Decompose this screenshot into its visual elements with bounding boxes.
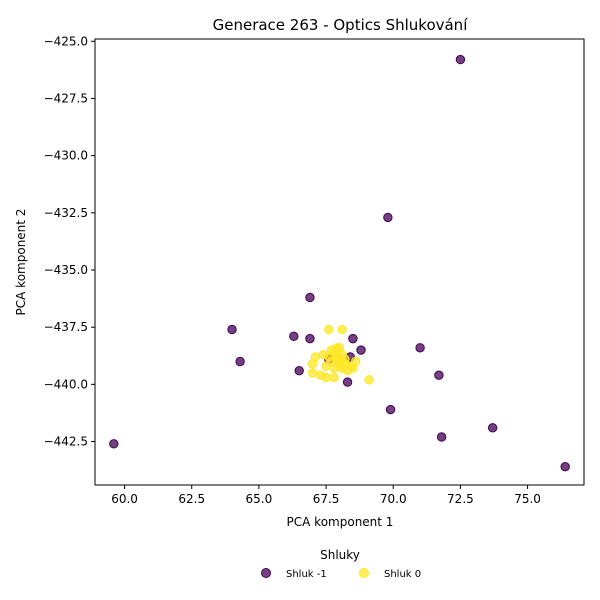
- scatter-point: [307, 359, 318, 369]
- legend-marker: [261, 568, 271, 578]
- scatter-point: [348, 333, 358, 344]
- scatter-point: [337, 324, 347, 335]
- scatter-point: [434, 370, 444, 380]
- scatter-point: [329, 372, 339, 383]
- legend-marker: [359, 568, 369, 578]
- scatter-point: [356, 345, 366, 355]
- x-axis-label: PCA komponent 1: [287, 515, 394, 529]
- scatter-point: [487, 423, 498, 433]
- x-tick-label: 62.5: [178, 492, 205, 506]
- y-tick-label: −442.5: [44, 435, 88, 449]
- y-tick-label: −425.0: [44, 34, 88, 48]
- scatter-point: [334, 361, 345, 371]
- scatter-point: [235, 356, 245, 367]
- scatter-point: [383, 212, 393, 223]
- scatter-point: [455, 54, 466, 65]
- points-layer: [109, 54, 570, 472]
- scatter-point: [324, 324, 334, 335]
- scatter-point: [227, 324, 237, 335]
- scatter-point: [436, 432, 447, 442]
- x-tick-label: 60.0: [111, 492, 138, 506]
- scatter-point: [305, 292, 315, 303]
- scatter-point: [294, 365, 304, 376]
- legend-title: Shluky: [320, 548, 360, 562]
- y-tick-label: −437.5: [44, 320, 88, 334]
- scatter-point: [342, 377, 353, 387]
- plot-frame: [94, 38, 585, 486]
- x-tick-label: 67.5: [313, 492, 340, 506]
- scatter-point: [321, 372, 331, 383]
- x-tick-label: 65.0: [246, 492, 273, 506]
- legend: Shluky Shluk -1 Shluk 0: [261, 548, 421, 580]
- y-axis-label: PCA komponent 2: [14, 209, 28, 316]
- scatter-point: [305, 333, 315, 344]
- scatter-point: [560, 462, 570, 472]
- y-tick-label: −440.0: [44, 377, 88, 391]
- scatter-point: [307, 368, 318, 378]
- y-axis: −425.0 −427.5 −430.0 −432.5 −435.0 −437.5 −440…: [44, 34, 95, 449]
- y-tick-label: −435.0: [44, 263, 88, 277]
- scatter-point: [364, 375, 374, 385]
- scatter-point: [109, 439, 119, 449]
- y-tick-label: −430.0: [44, 149, 88, 163]
- legend-label: Shluk 0: [384, 569, 421, 580]
- x-tick-label: 70.0: [380, 492, 407, 506]
- x-tick-label: 75.0: [514, 492, 541, 506]
- scatter-point: [415, 343, 425, 353]
- scatter-point: [385, 404, 396, 415]
- chart-title: Generace 263 - Optics Shlukování: [213, 16, 469, 34]
- y-tick-label: −427.5: [44, 91, 88, 105]
- x-axis: 60.0 62.5 65.0 67.5 70.0 72.5 75.0: [111, 485, 541, 506]
- x-tick-label: 72.5: [447, 492, 474, 506]
- y-tick-label: −432.5: [44, 206, 88, 220]
- scatter-point: [342, 365, 353, 376]
- legend-label: Shluk -1: [286, 569, 327, 580]
- scatter-point: [289, 331, 299, 342]
